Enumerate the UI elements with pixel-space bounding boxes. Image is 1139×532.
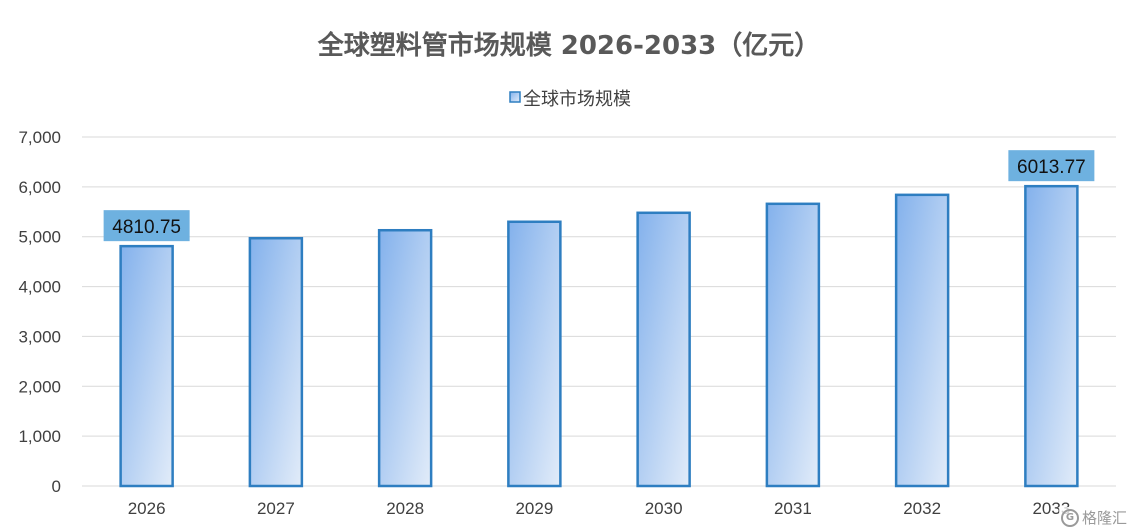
y-tick-label: 6,000 [18, 178, 61, 197]
bar-2033 [1024, 184, 1079, 488]
x-tick-label: 2031 [774, 499, 812, 518]
bar-2027 [248, 236, 304, 488]
x-tick-label: 2032 [903, 499, 941, 518]
watermark: G 格隆汇 [1058, 507, 1129, 528]
y-tick-label: 7,000 [18, 128, 61, 147]
bar-2028 [377, 228, 433, 488]
y-tick-label: 1,000 [18, 427, 61, 446]
y-tick-label: 4,000 [18, 278, 61, 297]
legend-label: 全球市场规模 [523, 89, 631, 110]
bar-2026 [119, 244, 174, 488]
bar-2031 [765, 202, 821, 488]
bars [119, 184, 1079, 488]
y-tick-label: 0 [52, 477, 61, 496]
legend-swatch [509, 91, 521, 103]
y-tick-label: 3,000 [18, 327, 61, 346]
bar-2030 [636, 211, 691, 488]
x-tick-label: 2026 [128, 499, 166, 518]
x-tick-label: 2027 [257, 499, 295, 518]
data-label-text: 6013.77 [1017, 157, 1086, 178]
bar-2029 [507, 220, 562, 488]
y-tick-label: 2,000 [18, 377, 61, 396]
data-label-box [1008, 150, 1095, 182]
glh-logo-icon: G [1060, 508, 1079, 527]
x-tick-label: 2030 [645, 499, 683, 518]
x-tick-label: 2028 [386, 499, 424, 518]
legend: 全球市场规模 [509, 89, 631, 110]
data-label-2033: 6013.77 [1008, 150, 1095, 182]
gridlines [82, 136, 1116, 487]
bar-2032 [894, 193, 950, 488]
x-tick-label: 2029 [515, 499, 553, 518]
data-label-2026: 4810.75 [103, 210, 190, 242]
chart-title: 全球塑料管市场规模 2026-2033（亿元） [317, 30, 821, 61]
watermark-text: 格隆汇 [1081, 509, 1127, 527]
data-label-box [103, 210, 190, 242]
data-label-text: 4810.75 [112, 217, 181, 238]
y-axis: 0 1,000 2,000 3,000 4,000 5,000 6,000 7,000 [18, 128, 61, 496]
y-tick-label: 5,000 [18, 228, 61, 247]
x-axis: 2026 2027 2028 2029 2030 2031 2032 2033 [128, 499, 1071, 518]
data-labels: 4810.75 6013.77 [103, 150, 1095, 242]
